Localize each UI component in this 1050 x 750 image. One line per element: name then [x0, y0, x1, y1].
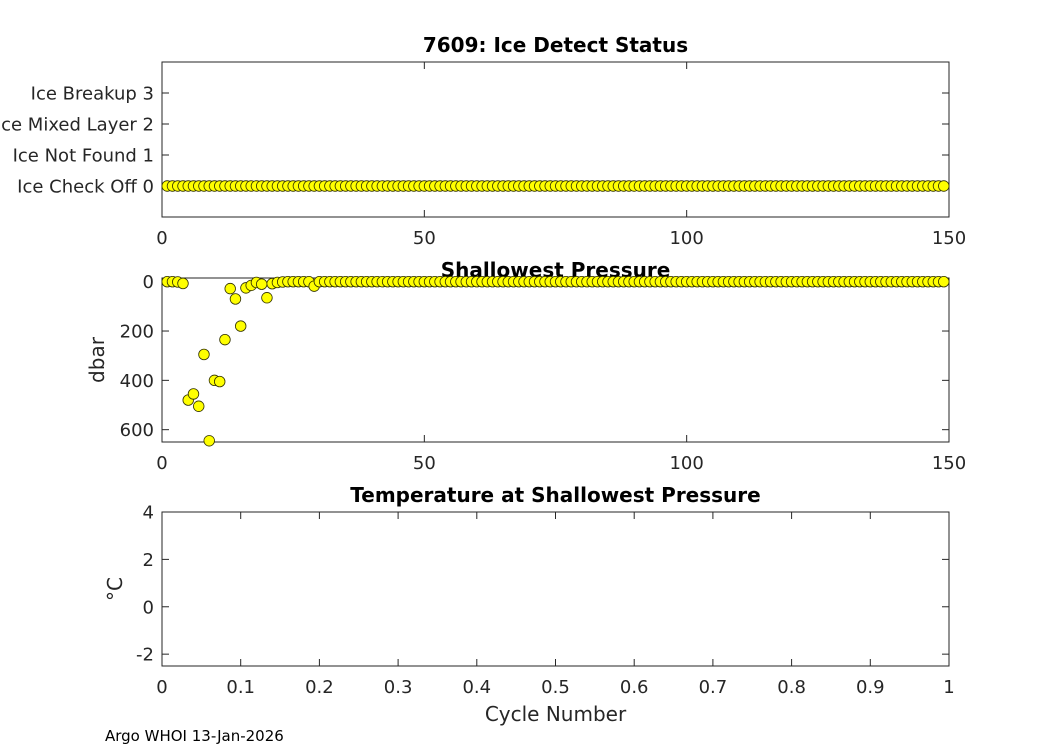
- temperature-title: Temperature at Shallowest Pressure: [350, 483, 760, 507]
- footer-text: Argo WHOI 13-Jan-2026: [105, 727, 284, 745]
- pressure-x-tick-label: 50: [413, 453, 436, 474]
- ice-status-x-tick-label: 0: [156, 228, 167, 249]
- ice-status-x-tick-label: 100: [669, 228, 703, 249]
- temperature-y-axis-label: °C: [103, 577, 127, 601]
- temperature-x-tick-label: 0.9: [856, 677, 885, 698]
- pressure-y-tick-label: 200: [120, 322, 154, 343]
- ice-status-y-tick-label: Ice Breakup 3: [31, 84, 154, 105]
- temperature-x-tick-label: 1: [943, 677, 954, 698]
- pressure-y-tick-label: 600: [120, 420, 154, 441]
- pressure-y-tick-label: 0: [143, 272, 154, 293]
- pressure-y-tick-label: 400: [120, 371, 154, 392]
- ice-status-x-tick-label: 150: [932, 228, 966, 249]
- temperature-axes-frame: [161, 511, 950, 667]
- temperature-y-tick-label: -2: [136, 645, 154, 666]
- temperature-y-tick-label: 0: [143, 597, 154, 618]
- pressure-data-point: [187, 388, 200, 400]
- pressure-data-point: [234, 320, 247, 332]
- temperature-x-tick-label: 0.1: [226, 677, 255, 698]
- ice-status-data-point: [938, 180, 950, 192]
- pressure-data-point: [255, 278, 268, 290]
- pressure-data-point: [198, 348, 210, 361]
- ice-status-axes-frame: [161, 61, 950, 218]
- pressure-data-point: [193, 400, 205, 412]
- temperature-panel: 0 0.1 0.2 0.3 0.4 0.5 0.6 0.7 0.8 0.9 1-2024Temper…: [103, 483, 955, 726]
- temperature-x-tick-label: 0.4: [462, 677, 491, 698]
- pressure-data-point: [224, 282, 236, 295]
- pressure-data-point: [229, 293, 242, 305]
- temperature-x-axis-label: Cycle Number: [485, 702, 627, 726]
- temperature-x-tick-label: 0.3: [384, 677, 413, 698]
- pressure-y-axis-label: dbar: [85, 336, 109, 383]
- ice-status-y-tick-label: Ice Check Off 0: [17, 177, 154, 198]
- pressure-x-tick-label: 0: [156, 453, 167, 474]
- temperature-x-tick-label: 0.5: [541, 677, 570, 698]
- pressure-data-point: [203, 435, 215, 447]
- pressure-data-point: [938, 275, 950, 288]
- ice-status-y-tick-label: Ice Mixed Layer 2: [0, 115, 154, 136]
- temperature-x-tick-label: 0: [156, 677, 167, 698]
- temperature-y-tick-label: 2: [143, 550, 154, 571]
- ice-status-x-tick-label: 50: [413, 228, 436, 249]
- pressure-x-tick-label: 150: [932, 453, 966, 474]
- ice-status-y-tick-label: Ice Not Found 1: [13, 146, 154, 167]
- pressure-x-tick-label: 100: [669, 453, 703, 474]
- temperature-y-tick-label: 4: [143, 503, 154, 524]
- pressure-data-point: [214, 375, 226, 388]
- temperature-x-tick-label: 0.7: [699, 677, 728, 698]
- pressure-data-point: [261, 292, 273, 304]
- ice-status-title: 7609: Ice Detect Status: [423, 33, 688, 57]
- temperature-x-tick-label: 0.6: [620, 677, 649, 698]
- pressure-data-point: [219, 333, 231, 346]
- ice-status-panel: 0 50 100 150 Ice Check Off 0 Ice Not Found 1 I…: [0, 33, 966, 249]
- temperature-x-tick-label: 0.8: [777, 677, 806, 698]
- temperature-x-tick-label: 0.2: [305, 677, 334, 698]
- pressure-axes-frame: [161, 277, 950, 443]
- pressure-data-point: [177, 277, 189, 290]
